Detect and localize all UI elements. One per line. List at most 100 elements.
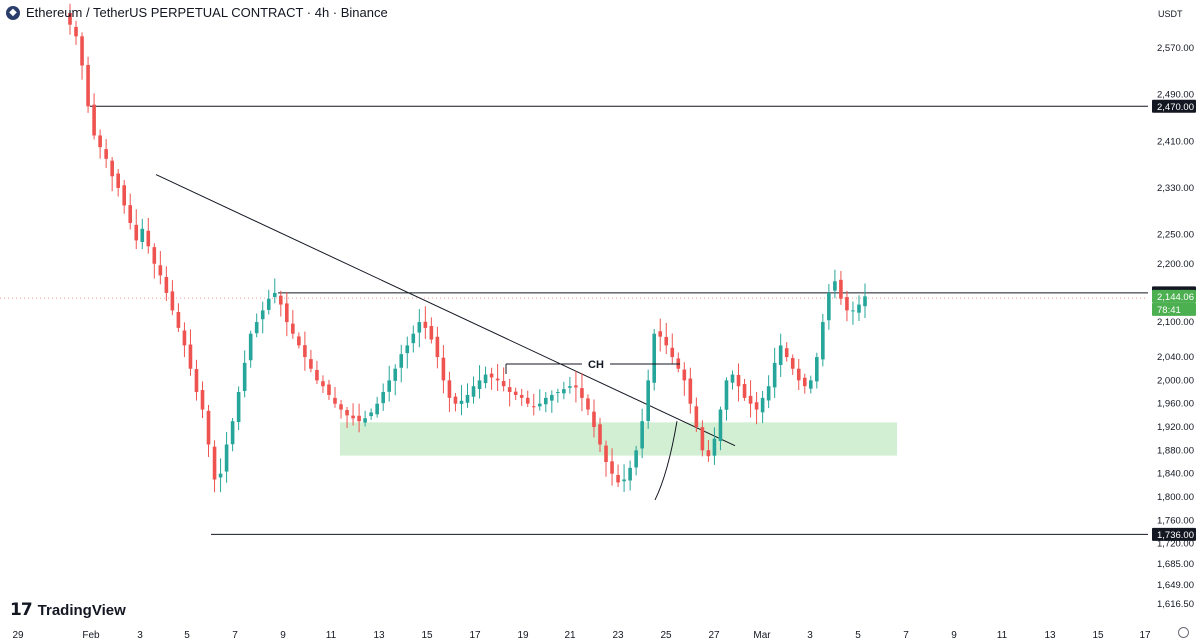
candle-body (417, 322, 422, 333)
swing-curve (654, 421, 678, 501)
x-tick-label: 17 (469, 630, 481, 641)
candle-59 (423, 306, 428, 339)
candle-body (507, 387, 512, 393)
x-tick-label: 17 (1139, 630, 1151, 641)
candle-body (140, 228, 145, 242)
candle-89 (604, 440, 608, 477)
candle-body (525, 397, 530, 404)
candle-48 (357, 403, 361, 433)
candle-33 (266, 289, 271, 315)
candle-11 (134, 209, 139, 250)
candle-body (236, 392, 241, 423)
candle-26 (224, 432, 229, 483)
candle-129 (845, 290, 849, 322)
candle-body (423, 321, 428, 328)
candle-body (724, 380, 729, 410)
candle-66 (465, 383, 470, 408)
candle-body (98, 135, 102, 148)
candle-body (321, 381, 325, 387)
candle-124 (815, 352, 819, 389)
ch-annotation-label: CH (588, 359, 604, 371)
candle-30 (248, 330, 253, 368)
settings-icon[interactable] (1178, 627, 1189, 638)
candle-13 (146, 217, 151, 254)
candle-body (435, 336, 440, 358)
candle-body (845, 297, 849, 311)
candle-body (718, 409, 723, 442)
x-tick-label: Mar (753, 630, 771, 641)
candle-2 (80, 32, 84, 80)
symbol-title: Ethereum / TetherUS PERPETUAL CONTRACT ·… (26, 5, 388, 20)
candle-41 (315, 360, 319, 385)
candle-29 (242, 350, 247, 398)
candle-body (134, 224, 139, 241)
candle-body (122, 185, 127, 206)
candle-80 (550, 390, 554, 413)
candle-body (176, 312, 181, 328)
candle-body (164, 276, 169, 293)
x-tick-label: 27 (708, 630, 720, 641)
y-tick-label: 2,570.00 (1157, 43, 1194, 54)
y-tick-label: 2,250.00 (1157, 230, 1194, 241)
candle-body (254, 322, 259, 334)
candle-body (712, 438, 717, 456)
candle-84 (574, 371, 578, 403)
candle-body (610, 461, 614, 474)
candle-74 (513, 387, 518, 400)
candle-body (224, 444, 229, 472)
candle-9 (122, 179, 127, 214)
candle-body (266, 298, 271, 310)
candle-body (297, 336, 301, 346)
price-label-bg-2 (1152, 289, 1196, 303)
candle-52 (381, 383, 385, 411)
candle-body (489, 373, 494, 378)
candle-body (754, 402, 759, 410)
tradingview-logo: 17 TradingView (10, 600, 126, 620)
candle-7 (110, 157, 114, 192)
candle-body (628, 467, 632, 481)
candle-body (333, 397, 337, 404)
candle-body (766, 386, 771, 401)
x-tick-label: 29 (12, 630, 24, 641)
candle-61 (435, 326, 440, 369)
x-tick-label: 21 (564, 630, 576, 641)
chart-title[interactable]: ◆ Ethereum / TetherUS PERPETUAL CONTRACT… (6, 5, 388, 20)
currency-label[interactable]: USDT (1158, 9, 1183, 19)
candle-body (411, 333, 416, 344)
candle-40 (309, 349, 313, 373)
y-tick-label: 2,490.00 (1157, 90, 1194, 101)
candle-body (429, 325, 434, 340)
y-tick-label: 2,040.00 (1157, 352, 1194, 363)
candle-64 (453, 392, 458, 412)
candle-22 (200, 381, 205, 419)
candle-body (315, 369, 319, 381)
candle-body (278, 295, 283, 305)
candle-95 (640, 408, 644, 459)
candle-body (592, 411, 596, 428)
candle-body (640, 421, 644, 449)
x-tick-label: 15 (1092, 630, 1104, 641)
candle-body (339, 404, 343, 410)
candle-104 (694, 397, 699, 432)
ethereum-icon: ◆ (6, 5, 20, 20)
candle-65 (459, 385, 464, 416)
candle-body (495, 378, 500, 381)
trendline[interactable] (155, 174, 736, 447)
candle-body (670, 347, 675, 358)
candle-27 (230, 417, 235, 452)
y-tick-label: 2,000.00 (1157, 375, 1194, 386)
candle-body (405, 345, 410, 354)
candle-92 (622, 464, 626, 492)
candle-body (327, 384, 331, 395)
candle-body (519, 395, 524, 398)
candle-body (706, 450, 711, 457)
candle-body (513, 391, 518, 395)
x-tick-label: 25 (660, 630, 672, 641)
candle-body (700, 427, 705, 451)
y-tick-label: 2,200.00 (1157, 259, 1194, 270)
x-tick-label: 7 (903, 630, 909, 641)
candle-83 (568, 376, 572, 394)
candle-23 (206, 404, 211, 457)
candle-body (447, 380, 452, 398)
